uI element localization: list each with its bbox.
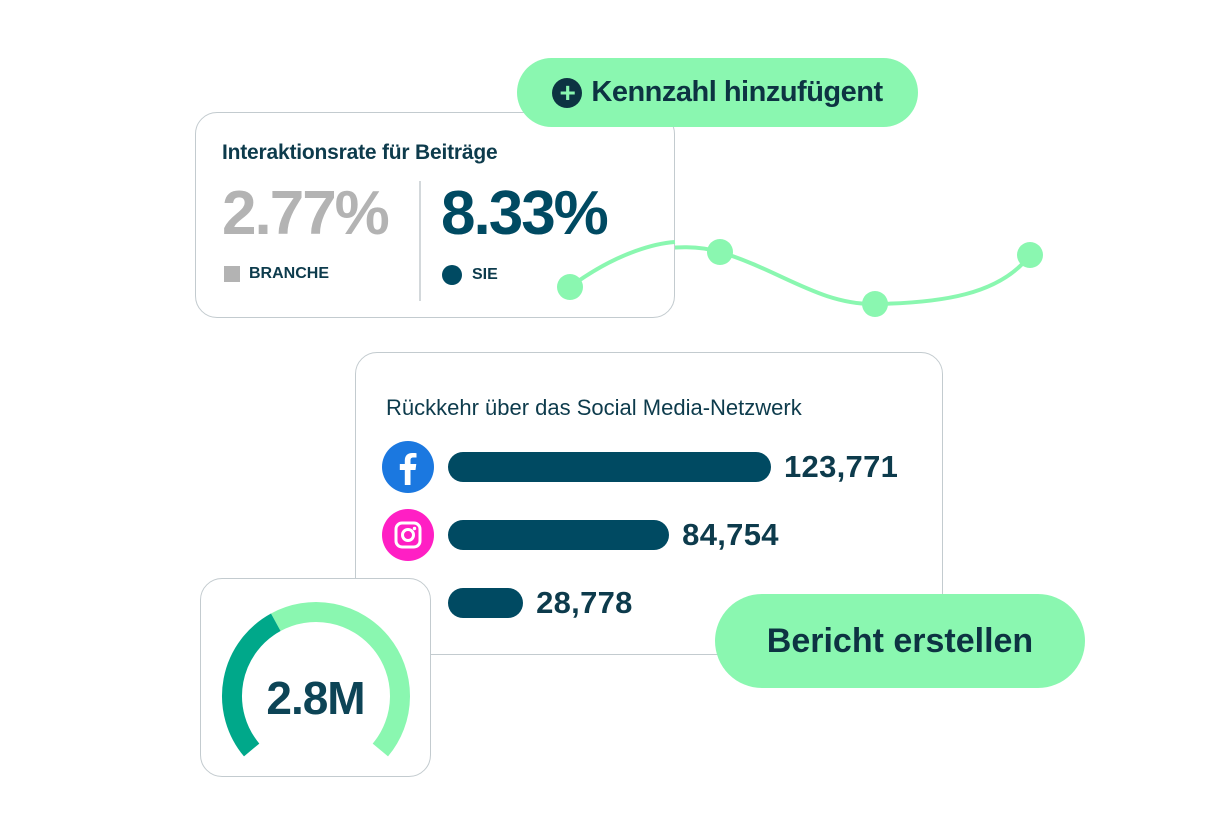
bar-value: 84,754 [682,517,779,552]
network-row-other: 28,778 [382,577,633,629]
your-value: 8.33% [441,179,609,248]
network-row-facebook: 123,771 [382,441,898,493]
gauge-fill [222,613,281,757]
legend-label: SIE [472,266,498,283]
gauge-card: 2.8M [200,578,431,777]
card-title: Interaktionsrate für Beiträge [222,141,498,164]
bar [448,520,670,550]
add-metric-button[interactable]: + Kennzahl hinzufügent [517,58,918,127]
gauge-track [271,602,410,757]
create-report-button[interactable]: Bericht erstellen [715,594,1085,688]
bar [448,452,771,482]
card-title: Rückkehr über das Social Media-Netzwerk [386,395,802,420]
bar [448,588,524,618]
facebook-icon [382,441,434,493]
bar-value: 123,771 [784,449,899,484]
legend-industry: BRANCHE [224,265,329,283]
square-icon [224,266,240,282]
add-metric-label: Kennzahl hinzufügent [591,76,883,108]
trend-point [1017,242,1043,268]
engagement-rate-card: Interaktionsrate für Beiträge 2.77% 8.33… [195,112,675,318]
create-report-label: Bericht erstellen [766,621,1034,660]
legend-you: SIE [442,265,498,285]
legend-label: BRANCHE [249,265,329,282]
network-row-instagram: 84,754 [382,509,779,561]
gauge [222,602,410,757]
gauge-value: 2.8M [266,672,365,724]
divider [419,181,421,301]
trend-point [862,291,888,317]
industry-value: 2.77% [222,179,390,248]
trend-point [707,239,733,265]
plus-circle-icon: + [552,77,583,108]
bar-value: 28,778 [536,585,633,620]
circle-icon [442,265,462,285]
instagram-icon [382,509,434,561]
